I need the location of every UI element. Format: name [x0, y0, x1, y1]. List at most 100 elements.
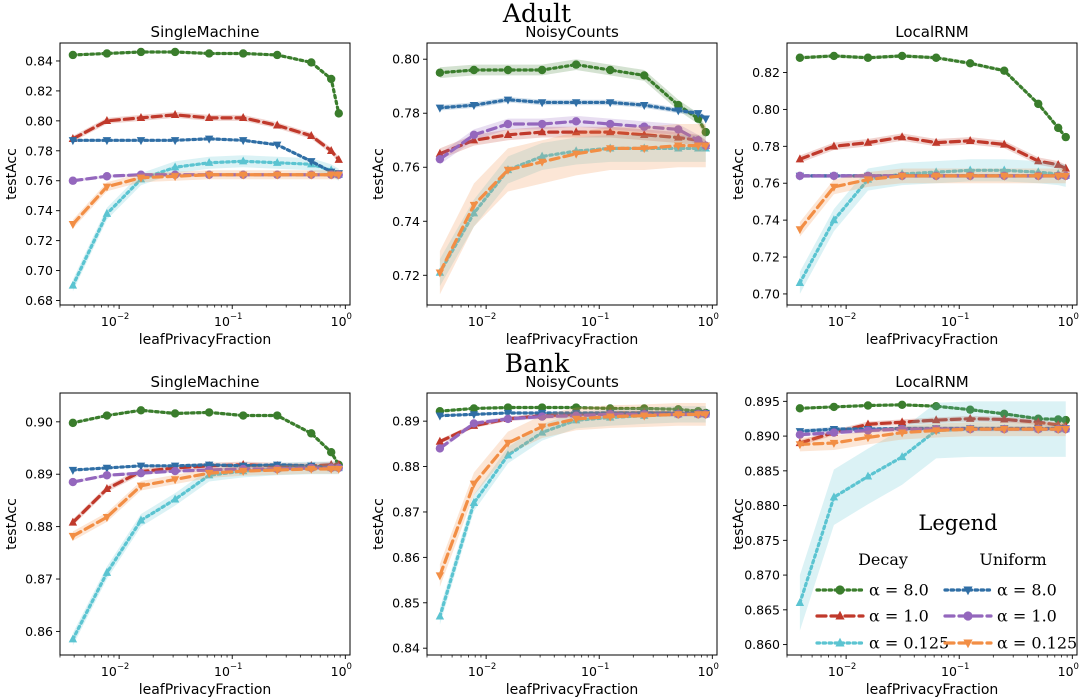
series-group [795, 400, 1070, 631]
data-point [537, 412, 547, 421]
plot-frame [426, 42, 718, 306]
data-point [469, 208, 479, 217]
data-point [435, 436, 445, 445]
data-point [136, 515, 146, 524]
y-tick-label: 0.870 [744, 568, 780, 583]
x-tick-label: 10−2 [828, 312, 856, 329]
data-point [829, 402, 839, 412]
x-axis-label: leafPrivacyFraction [139, 682, 272, 698]
data-point [503, 409, 513, 418]
data-point [571, 117, 581, 126]
data-point [674, 411, 683, 420]
x-tick-label: 10−1 [214, 312, 242, 329]
data-point [102, 49, 112, 58]
y-axis-label: testAcc [4, 148, 20, 200]
series-line [71, 466, 341, 484]
data-point [435, 148, 445, 157]
legend-entry-label: α = 1.0 [997, 607, 1057, 626]
data-point [693, 136, 703, 145]
series-group [435, 402, 710, 625]
data-point [1034, 425, 1043, 434]
data-point [931, 172, 941, 181]
data-point [931, 427, 941, 436]
data-point [1061, 172, 1070, 181]
y-tick-label: 0.80 [392, 52, 420, 67]
data-point [273, 157, 282, 166]
legend-entry-label: α = 0.125 [997, 634, 1077, 653]
data-point [829, 215, 839, 224]
data-point [640, 71, 649, 80]
data-point [605, 413, 615, 422]
series-line [71, 159, 341, 288]
legend-swatch-marker [835, 610, 845, 620]
data-point [136, 468, 146, 478]
data-point [1053, 172, 1063, 181]
data-point [605, 65, 615, 75]
x-axis-label: leafPrivacyFraction [139, 332, 272, 348]
y-tick-label: 0.82 [752, 65, 780, 80]
data-point [136, 47, 146, 57]
data-point [829, 51, 839, 61]
data-point [170, 173, 180, 182]
data-point [68, 517, 78, 526]
x-tick-label: 10−2 [101, 662, 129, 679]
data-point [931, 53, 941, 62]
data-point [693, 110, 703, 119]
data-point [469, 411, 479, 420]
data-point [863, 471, 873, 480]
data-point [795, 171, 805, 181]
data-point [863, 434, 873, 443]
data-point [238, 467, 248, 476]
data-point [238, 113, 248, 122]
series-band [72, 155, 339, 292]
y-axis-label: testAcc [731, 498, 747, 550]
series-line [438, 98, 708, 121]
data-point [795, 404, 805, 413]
data-point [571, 150, 581, 159]
data-point [1000, 165, 1009, 174]
chart-panel-3: SingleMachine leafPrivacyFraction testAcc 0… [4, 373, 352, 698]
data-point [674, 142, 683, 151]
y-tick-label: 0.78 [752, 139, 780, 154]
data-point [170, 466, 180, 476]
data-point [503, 119, 513, 129]
y-tick-label: 0.84 [392, 641, 420, 656]
y-tick-label: 0.70 [25, 263, 53, 278]
data-point [170, 162, 180, 171]
data-point [605, 119, 615, 129]
data-point [273, 141, 282, 150]
data-point [965, 413, 975, 422]
legend-swatch-marker [963, 611, 973, 621]
data-point [170, 476, 180, 485]
panel-title: NoisyCounts [525, 373, 619, 391]
series-band [799, 54, 1066, 139]
data-point [435, 412, 445, 421]
data-point [701, 142, 710, 151]
x-axis-label: leafPrivacyFraction [866, 332, 999, 348]
data-point [829, 439, 839, 448]
series-line [798, 174, 1068, 231]
y-tick-label: 0.78 [25, 143, 53, 158]
data-point [965, 405, 975, 414]
legend: Legend Decay Uniform α = 8.0 α = 1.0 α = 0.12… [815, 511, 1077, 653]
data-point [571, 403, 581, 412]
data-point [674, 132, 683, 141]
series-band [799, 401, 1066, 631]
series-line [71, 137, 341, 175]
data-point [571, 60, 581, 69]
data-point [273, 171, 282, 180]
data-point [537, 151, 547, 160]
y-tick-label: 0.885 [744, 463, 780, 478]
data-point [102, 172, 112, 181]
data-point [469, 135, 479, 144]
data-point [693, 142, 703, 151]
data-point [326, 448, 336, 457]
data-point [795, 598, 805, 607]
data-point [273, 120, 282, 129]
y-tick-label: 0.85 [392, 595, 420, 610]
data-point [469, 65, 479, 75]
data-point [170, 462, 180, 471]
section-title-adult: Adult [502, 0, 571, 28]
legend-entry-label: α = 1.0 [869, 607, 929, 626]
